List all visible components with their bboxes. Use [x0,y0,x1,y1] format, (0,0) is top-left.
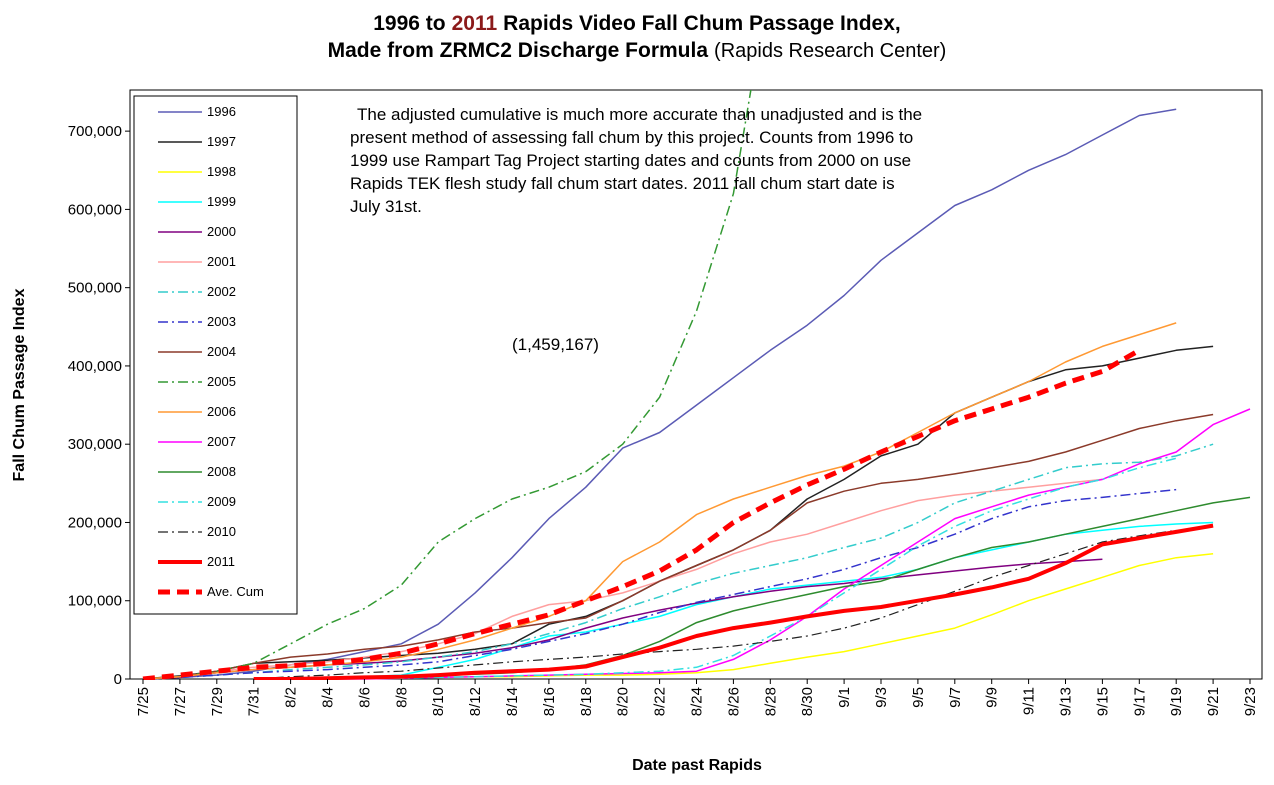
x-tick-label: 7/29 [209,687,226,716]
y-tick-label: 700,000 [68,123,122,140]
y-tick-label: 600,000 [68,201,122,218]
title-part: Made from ZRMC2 Discharge Formula [328,39,709,62]
annotation: 1999 use Rampart Tag Project starting da… [350,151,911,170]
x-tick-label: 8/14 [504,687,521,716]
x-tick-label: 8/12 [467,687,484,716]
legend-label: 1996 [207,104,236,119]
series-line [142,108,1177,680]
x-tick-label: 8/24 [689,687,706,716]
legend-label: 2004 [207,344,236,359]
chart-title: Made from ZRMC2 Discharge Formula (Rapids… [328,39,947,62]
x-tick-label: 8/10 [430,687,447,716]
legend-label: 1999 [207,194,236,209]
x-tick-label: 7/25 [135,687,152,716]
x-tick-label: 9/9 [984,687,1001,708]
annotation: The adjusted cumulative is much more acc… [357,105,922,124]
legend-label: 2009 [207,494,236,509]
title-part: 2011 [452,12,498,35]
offchart-label: (1,459,167) [512,335,599,354]
y-tick-label: 100,000 [68,593,122,610]
legend-label: 2011 [207,554,235,569]
x-tick-label: 7/31 [246,687,263,716]
legend-label: 2006 [207,404,236,419]
y-tick-label: 300,000 [68,436,122,453]
title-part: 1996 to [373,12,445,35]
legend-box [133,95,298,615]
x-tick-label: 8/30 [799,687,816,716]
title-part: Rapids Video Fall Chum Passage Index, [503,12,901,35]
y-tick-label: 500,000 [68,280,122,297]
x-tick-label: 8/4 [320,687,337,708]
annotation: present method of assessing fall chum by… [350,128,913,147]
legend: 1996 1997 1998 1999 2000 2001 2002 2003 2004 2005… [133,95,298,615]
x-tick-label: 8/6 [356,687,373,708]
x-tick-label: 9/11 [1021,687,1038,715]
x-tick-label: 9/1 [836,687,853,708]
x-tick-label: 9/13 [1058,687,1075,716]
series-line [142,443,1214,680]
x-tick-label: 8/18 [578,687,595,716]
y-axis-title: Fall Chum Passage Index [11,288,28,481]
x-tick-label: 9/21 [1205,687,1222,716]
annotation: July 31st. [350,197,422,216]
x-tick-label: 8/8 [393,687,410,708]
x-tick-label: 9/23 [1242,687,1259,716]
x-tick-label: 9/5 [910,687,927,708]
x-tick-label: 9/17 [1131,687,1148,716]
x-tick-label: 9/15 [1094,687,1111,716]
series-line [142,345,1214,680]
y-tick-label: 200,000 [68,514,122,531]
series-line [142,413,1214,680]
legend-label: 2000 [207,224,236,239]
legend-label: 1997 [207,134,236,149]
series-line [253,523,1214,680]
legend-label: 2002 [207,284,236,299]
legend-label: 2008 [207,464,236,479]
x-tick-label: 9/19 [1168,687,1185,716]
series-line [290,521,1214,680]
series-line [142,348,1141,680]
legend-label: 2007 [207,434,236,449]
plot-lines [142,90,1251,680]
series-line [142,488,1177,680]
chart-title: 1996 to 2011 Rapids Video Fall Chum Passag… [373,12,901,35]
series-line [253,529,1177,680]
x-tick-label: 8/2 [283,687,300,708]
x-tick-label: 8/22 [652,687,669,716]
legend-label: 2005 [207,374,236,389]
legend-label: 2001 [207,254,236,269]
legend-label: 1998 [207,164,236,179]
legend-label: 2003 [207,314,236,329]
x-axis-title: Date past Rapids [632,757,762,774]
y-tick-label: 0 [114,671,122,688]
y-tick-label: 400,000 [68,358,122,375]
legend-label: Ave. Cum [207,584,264,599]
x-tick-label: 8/28 [762,687,779,716]
series-line [142,90,752,680]
x-tick-label: 8/16 [541,687,558,716]
title-part: (Rapids Research Center) [714,40,946,62]
x-tick-label: 8/20 [615,687,632,716]
series-line [253,457,1177,680]
x-tick-label: 9/3 [873,687,890,708]
legend-label: 2010 [207,524,236,539]
annotation: Rapids TEK flesh study fall chum start d… [350,174,895,193]
x-tick-label: 9/7 [947,687,964,708]
x-tick-label: 7/27 [172,687,189,716]
x-tick-label: 8/26 [725,687,742,716]
